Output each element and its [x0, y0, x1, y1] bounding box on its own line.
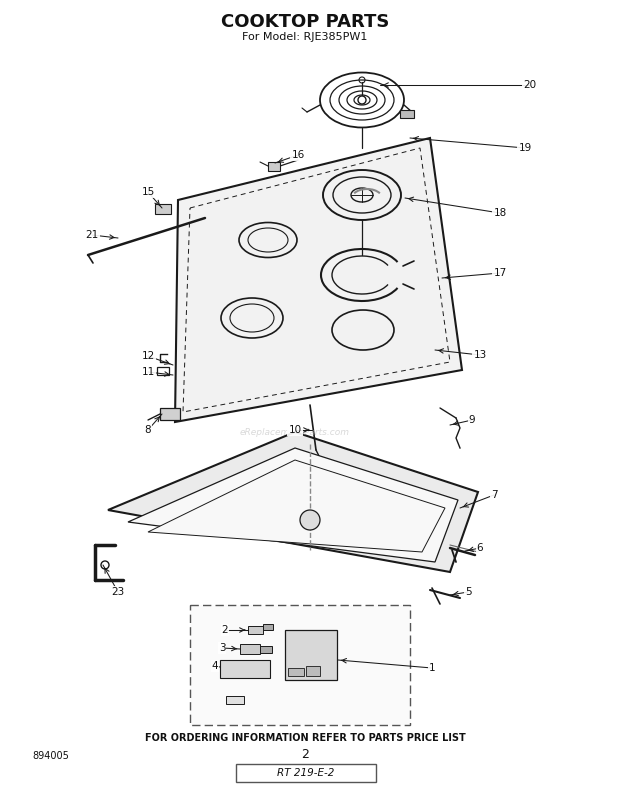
Bar — [260, 646, 272, 653]
Text: 23: 23 — [112, 587, 125, 597]
Polygon shape — [128, 448, 458, 562]
Bar — [285, 630, 337, 680]
FancyBboxPatch shape — [190, 605, 410, 725]
Bar — [155, 204, 171, 214]
Text: 2: 2 — [301, 747, 309, 761]
Bar — [306, 666, 320, 676]
Text: 6: 6 — [477, 543, 484, 553]
Text: 2: 2 — [222, 625, 228, 635]
Text: 16: 16 — [291, 150, 304, 160]
Text: 12: 12 — [141, 351, 154, 361]
Text: 21: 21 — [86, 230, 99, 240]
Bar — [248, 626, 263, 634]
Bar — [240, 644, 260, 654]
Bar — [268, 162, 280, 171]
Bar — [400, 110, 414, 118]
Text: 10: 10 — [288, 425, 301, 435]
Text: 3: 3 — [219, 643, 225, 653]
Text: 17: 17 — [494, 268, 507, 278]
Text: 15: 15 — [141, 187, 154, 197]
Text: COOKTOP PARTS: COOKTOP PARTS — [221, 13, 389, 31]
Text: 20: 20 — [523, 80, 536, 90]
Circle shape — [358, 96, 366, 104]
Polygon shape — [175, 138, 462, 422]
Text: 11: 11 — [141, 367, 154, 377]
Text: 18: 18 — [494, 208, 507, 218]
Text: eReplacementParts.com: eReplacementParts.com — [240, 428, 350, 436]
Text: RT 219-E-2: RT 219-E-2 — [277, 768, 335, 778]
Polygon shape — [108, 432, 478, 572]
Text: 5: 5 — [464, 587, 471, 597]
Circle shape — [300, 510, 320, 530]
Text: 19: 19 — [518, 143, 531, 153]
Text: 13: 13 — [474, 350, 487, 360]
Text: 4: 4 — [211, 661, 218, 671]
Bar — [288, 668, 304, 676]
Bar — [236, 764, 376, 782]
Bar — [160, 408, 180, 420]
Text: For Model: RJE385PW1: For Model: RJE385PW1 — [242, 32, 368, 42]
Bar — [226, 696, 244, 704]
Text: 1: 1 — [428, 663, 435, 673]
Text: 7: 7 — [490, 490, 497, 500]
Text: 8: 8 — [144, 425, 151, 435]
Bar — [263, 624, 273, 630]
Text: 9: 9 — [469, 415, 476, 425]
Text: 894005: 894005 — [32, 751, 69, 761]
Text: FOR ORDERING INFORMATION REFER TO PARTS PRICE LIST: FOR ORDERING INFORMATION REFER TO PARTS … — [144, 733, 466, 743]
Polygon shape — [148, 460, 445, 552]
Bar — [220, 660, 270, 678]
Bar — [157, 367, 169, 375]
